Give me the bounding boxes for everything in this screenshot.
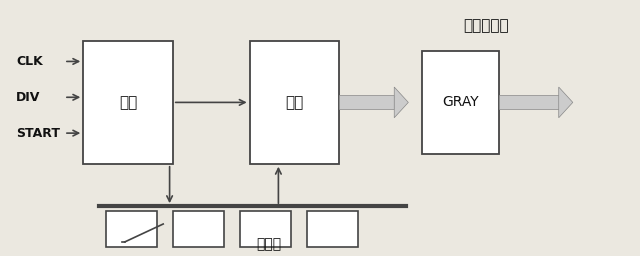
Bar xyxy=(422,51,499,154)
Text: 分频: 分频 xyxy=(119,95,137,110)
Polygon shape xyxy=(559,87,573,118)
Bar xyxy=(106,211,157,247)
Bar xyxy=(250,41,339,164)
Bar xyxy=(339,95,394,110)
Bar xyxy=(83,41,173,164)
Bar xyxy=(307,211,358,247)
Text: GRAY: GRAY xyxy=(442,95,479,109)
Text: CLK: CLK xyxy=(16,55,43,68)
Text: 编码器: 编码器 xyxy=(256,237,281,251)
Text: DIV: DIV xyxy=(16,91,40,104)
Bar xyxy=(240,211,291,247)
Text: 格雷码转换: 格雷码转换 xyxy=(463,18,509,33)
Text: START: START xyxy=(16,127,60,140)
Polygon shape xyxy=(394,87,408,118)
Text: 采样: 采样 xyxy=(285,95,303,110)
Bar xyxy=(499,95,559,110)
Bar xyxy=(173,211,224,247)
